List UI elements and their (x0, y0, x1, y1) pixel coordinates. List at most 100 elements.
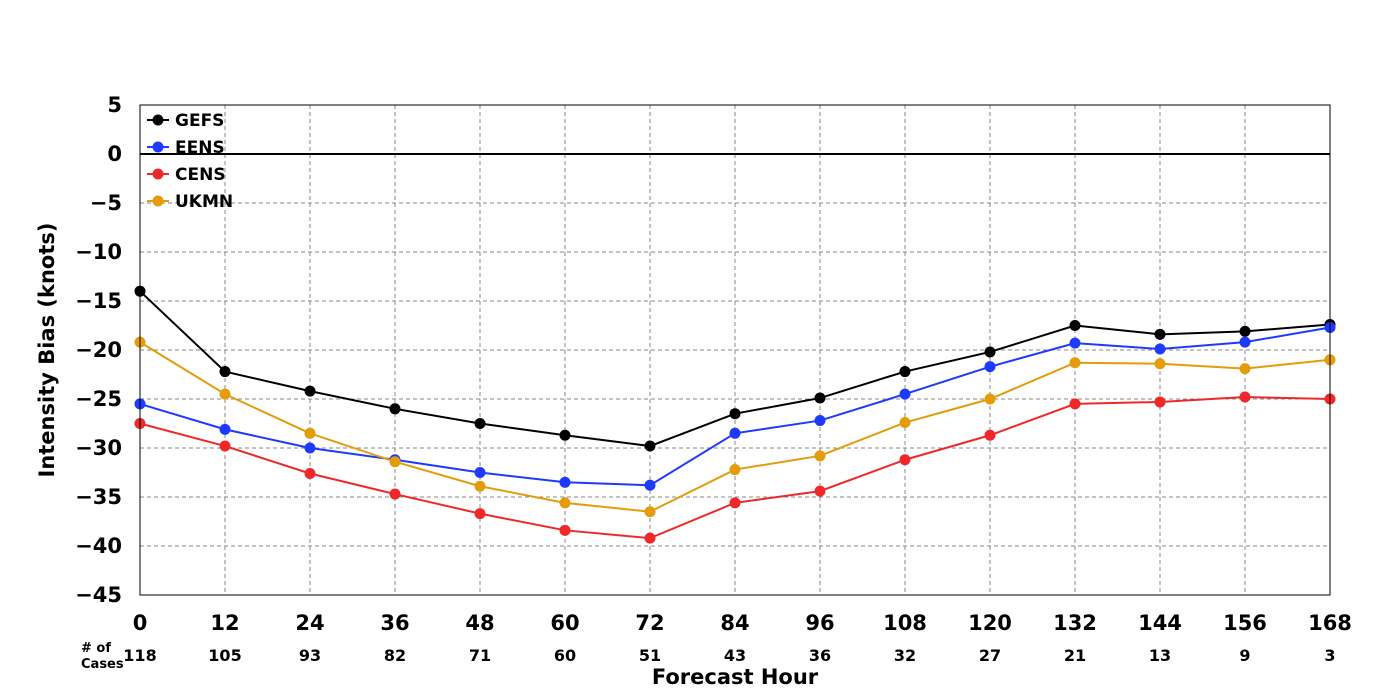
point-ukmn (1239, 363, 1251, 375)
x-tick-label: 48 (465, 611, 494, 635)
legend-item-ukmn: UKMN (147, 192, 233, 212)
x-tick-label: 12 (210, 611, 239, 635)
y-tick-label: −40 (75, 534, 122, 558)
point-eens (899, 388, 911, 400)
case-count: 36 (809, 646, 831, 665)
x-tick-label: 60 (550, 611, 579, 635)
point-ukmn (559, 497, 571, 509)
case-count: 60 (554, 646, 576, 665)
point-ukmn (644, 506, 656, 518)
point-cens (1154, 396, 1166, 408)
legend-label: EENS (175, 138, 225, 158)
x-tick-label: 24 (295, 611, 324, 635)
x-tick-label: 36 (380, 611, 409, 635)
x-tick-labels: 0 12 24 36 48 60 72 84 96 108 120 132 144 156 168 (133, 611, 1352, 635)
case-count: 13 (1149, 646, 1171, 665)
point-gefs (814, 392, 826, 404)
point-eens (304, 442, 316, 454)
case-count: 71 (469, 646, 491, 665)
case-count: 43 (724, 646, 746, 665)
case-count: 32 (894, 646, 916, 665)
x-tick-label: 84 (720, 611, 749, 635)
y-tick-label: −30 (75, 436, 122, 460)
x-tick-label: 144 (1138, 611, 1182, 635)
point-eens (559, 476, 571, 488)
x-tick-label: 168 (1308, 611, 1352, 635)
point-cens (984, 429, 996, 441)
point-eens (984, 361, 996, 373)
point-cens (644, 532, 656, 544)
legend-item-gefs: GEFS (147, 111, 224, 131)
point-cens (559, 524, 571, 536)
y-tick-labels: 5 0 −5 −10 −15 −20 −25 −30 −35 −40 −45 (75, 93, 122, 607)
case-count: 82 (384, 646, 406, 665)
case-count: 21 (1064, 646, 1086, 665)
point-eens (814, 415, 826, 427)
x-tick-label: 120 (968, 611, 1012, 635)
cases-header-line-2: Cases (81, 657, 124, 672)
x-tick-label: 108 (883, 611, 927, 635)
point-ukmn (304, 427, 316, 439)
point-gefs (1154, 328, 1166, 340)
point-gefs (1069, 320, 1081, 331)
point-ukmn (389, 456, 401, 468)
point-eens (219, 423, 231, 435)
point-cens (389, 488, 401, 500)
y-tick-label: −35 (75, 485, 122, 509)
point-cens (219, 440, 231, 452)
y-tick-label: 0 (107, 142, 122, 166)
y-tick-label: −25 (75, 387, 122, 411)
point-eens (474, 467, 486, 478)
point-eens (729, 427, 741, 439)
plot-frame (139, 104, 1331, 596)
legend-swatch-marker (152, 195, 164, 207)
point-ukmn (814, 450, 826, 462)
case-count: 93 (299, 646, 321, 665)
point-gefs (984, 346, 996, 358)
legend: GEFS EENS CENS UKMN (147, 111, 233, 212)
point-cens (474, 508, 486, 520)
cases-row: 118 105 93 82 71 60 51 43 36 32 27 21 13 9 3 (123, 646, 1335, 665)
y-tick-label: −5 (90, 191, 122, 215)
y-tick-label: 5 (107, 93, 122, 117)
y-axis-title: Intensity Bias (knots) (35, 223, 59, 478)
y-tick-label: −10 (75, 240, 122, 264)
y-tick-label: −15 (75, 289, 122, 313)
point-cens (814, 485, 826, 497)
point-gefs (219, 366, 231, 378)
legend-item-cens: CENS (147, 165, 226, 185)
cases-header-line-1: # of (81, 641, 111, 656)
case-count: 9 (1239, 646, 1250, 665)
legend-swatch-marker (152, 168, 164, 180)
point-cens (729, 497, 741, 509)
point-eens (1069, 337, 1081, 349)
case-count: 51 (639, 646, 661, 665)
grid-lines (140, 105, 1330, 595)
legend-label: GEFS (175, 111, 224, 131)
legend-swatch-marker (152, 141, 164, 153)
point-ukmn (1069, 357, 1081, 369)
point-gefs (304, 385, 316, 397)
x-tick-label: 156 (1223, 611, 1267, 635)
point-gefs (644, 440, 656, 452)
point-ukmn (1154, 358, 1166, 370)
point-gefs (729, 408, 741, 420)
legend-swatch-marker (152, 114, 164, 126)
point-ukmn (219, 388, 231, 400)
series-eens (134, 321, 1336, 491)
point-cens (899, 454, 911, 466)
point-gefs (1239, 325, 1251, 337)
y-tick-label: −45 (75, 583, 122, 607)
point-eens (1154, 343, 1166, 355)
x-axis-title: Forecast Hour (652, 665, 819, 689)
y-tick-label: −20 (75, 338, 122, 362)
point-cens (1069, 398, 1081, 410)
case-count: 105 (208, 646, 241, 665)
case-count: 3 (1324, 646, 1335, 665)
point-cens (304, 467, 316, 479)
case-count: 27 (979, 646, 1001, 665)
series-layer (134, 285, 1336, 544)
series-gefs (134, 285, 1336, 452)
point-cens (1239, 391, 1251, 403)
